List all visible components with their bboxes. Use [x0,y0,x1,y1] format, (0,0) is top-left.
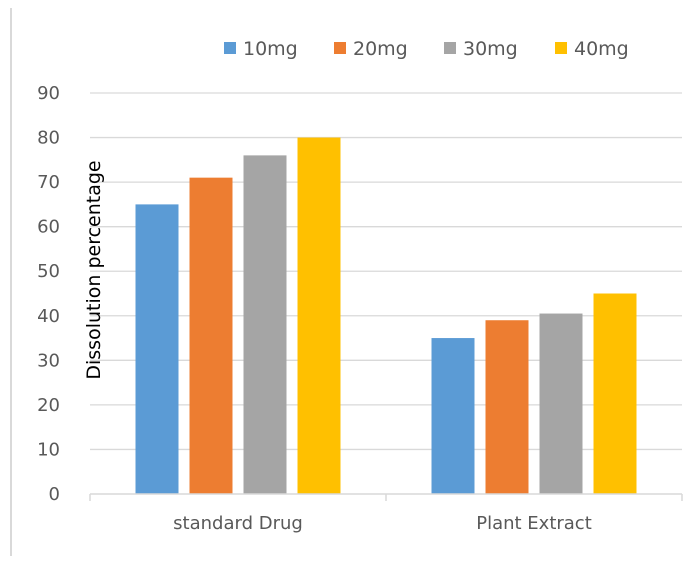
y-tick-label: 60 [37,217,60,238]
bar-20mg-standard-drug [189,177,233,494]
y-tick-label: 90 [37,83,60,104]
legend-label: 40mg [574,38,629,60]
legend-swatch [224,42,236,54]
category-label: Plant Extract [476,513,592,534]
y-tick-label: 30 [37,350,60,371]
bar-10mg-plant-extract [431,338,475,494]
bar-10mg-standard-drug [135,204,179,494]
category-labels: standard Drug Plant Extract [173,513,592,534]
chart-frame-left-border [10,8,12,556]
y-tick-label: 0 [49,484,60,505]
legend-swatch [555,42,567,54]
y-tick-labels: 0 10 20 30 40 50 60 70 80 90 [37,83,60,505]
y-tick-label: 70 [37,172,60,193]
legend-swatch [444,42,456,54]
y-tick-label: 80 [37,128,60,149]
y-tick-label: 20 [37,395,60,416]
y-axis-label: Dissolution percentage [83,160,105,379]
legend: 10mg 20mg 30mg 40mg [224,38,629,60]
bars [135,137,637,495]
x-axis [89,493,683,501]
legend-label: 20mg [353,38,408,60]
legend-swatch [334,42,346,54]
bar-20mg-plant-extract [485,320,529,494]
gridlines [90,92,682,451]
legend-label: 10mg [243,38,298,60]
y-tick-label: 50 [37,261,60,282]
bar-40mg-plant-extract [593,293,637,494]
category-label: standard Drug [173,513,303,534]
bar-40mg-standard-drug [297,137,341,495]
legend-label: 30mg [463,38,518,60]
y-tick-label: 40 [37,306,60,327]
y-tick-label: 10 [37,439,60,460]
bar-30mg-standard-drug [243,155,287,494]
bar-30mg-plant-extract [539,313,583,494]
